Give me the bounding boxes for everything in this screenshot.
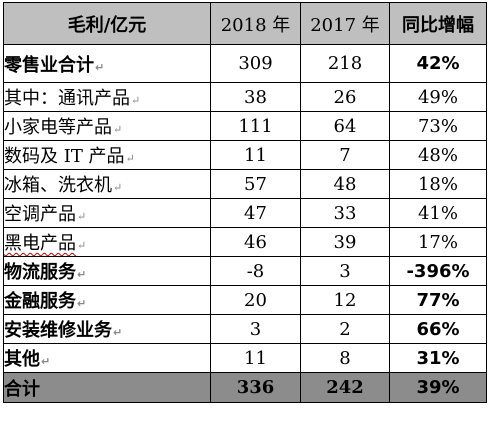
row-label: 安装维修业务 [4, 320, 112, 341]
value-yoy: 18% [389, 169, 487, 199]
table-row: 其中：通讯产品↵ 38 26 49% [3, 82, 487, 112]
value-yoy: 66% [389, 314, 487, 344]
total-2018: 336 [210, 372, 301, 403]
value-yoy: 49% [389, 82, 487, 112]
value-2017: 33 [300, 198, 390, 228]
return-mark-icon: ↵ [77, 268, 87, 281]
header-row: 毛利/亿元 2018 年 2017 年 同比增幅 [3, 2, 487, 45]
header-2018: 2018 年 [210, 2, 301, 45]
total-row: 合计 336 242 39% [3, 372, 487, 403]
value-2018: 20 [210, 285, 301, 315]
table-row: 零售业合计↵ 309 218 42% [3, 44, 487, 83]
value-2018: 309 [210, 44, 301, 83]
total-yoy: 39% [389, 372, 487, 403]
return-mark-icon: ↵ [125, 152, 135, 165]
row-label: 冰箱、洗衣机 [4, 175, 112, 196]
value-yoy: 41% [389, 198, 487, 228]
value-2017: 218 [300, 44, 390, 83]
value-yoy: 73% [389, 111, 487, 141]
total-2017: 242 [300, 372, 390, 403]
return-mark-icon: ↵ [77, 297, 87, 310]
value-2018: -8 [210, 256, 301, 286]
value-2017: 39 [300, 227, 390, 257]
return-mark-icon: ↵ [95, 60, 105, 74]
value-2018: 3 [210, 314, 301, 344]
total-label: 合计 [3, 372, 211, 403]
row-label: 数码及 IT 产品 [4, 146, 125, 167]
value-2018: 47 [210, 198, 301, 228]
header-yoy: 同比增幅 [389, 2, 487, 45]
row-label: 零售业合计 [4, 54, 94, 76]
table-row: 安装维修业务↵ 3 2 66% [3, 314, 487, 344]
value-yoy: 42% [389, 44, 487, 83]
value-2018: 11 [210, 140, 301, 170]
return-mark-icon: ↵ [131, 94, 141, 107]
value-yoy: 48% [389, 140, 487, 170]
row-label: 空调产品 [4, 204, 76, 225]
value-2017: 3 [300, 256, 390, 286]
value-yoy: -396% [389, 256, 487, 286]
value-2018: 111 [210, 111, 301, 141]
row-label: 黑电产品 [4, 233, 76, 254]
value-2018: 38 [210, 82, 301, 112]
row-label: 其他 [4, 349, 40, 370]
return-mark-icon: ↵ [77, 210, 87, 223]
return-mark-icon: ↵ [113, 181, 123, 194]
value-2017: 12 [300, 285, 390, 315]
value-yoy: 17% [389, 227, 487, 257]
value-2017: 8 [300, 343, 390, 373]
value-2018: 57 [210, 169, 301, 199]
return-mark-icon: ↵ [77, 239, 87, 252]
row-label: 小家电等产品 [4, 117, 112, 138]
table-row: 空调产品↵ 47 33 41% [3, 198, 487, 228]
row-label: 其中：通讯产品 [4, 88, 130, 109]
value-2017: 64 [300, 111, 390, 141]
table-row: 其他↵ 11 8 31% [3, 343, 487, 373]
value-2017: 26 [300, 82, 390, 112]
return-mark-icon: ↵ [113, 123, 123, 136]
value-2018: 46 [210, 227, 301, 257]
row-label: 金融服务 [4, 291, 76, 312]
table-row: 小家电等产品↵ 111 64 73% [3, 111, 487, 141]
value-2017: 2 [300, 314, 390, 344]
gross-profit-table: 毛利/亿元 2018 年 2017 年 同比增幅 零售业合计↵ 309 218 … [3, 2, 487, 403]
value-yoy: 31% [389, 343, 487, 373]
value-yoy: 77% [389, 285, 487, 315]
header-label: 毛利/亿元 [3, 2, 211, 45]
return-mark-icon: ↵ [113, 326, 123, 339]
table-row: 黑电产品↵ 46 39 17% [3, 227, 487, 257]
table-row: 数码及 IT 产品↵ 11 7 48% [3, 140, 487, 170]
value-2017: 48 [300, 169, 390, 199]
header-2017: 2017 年 [300, 2, 390, 45]
value-2017: 7 [300, 140, 390, 170]
value-2018: 11 [210, 343, 301, 373]
table-row: 冰箱、洗衣机↵ 57 48 18% [3, 169, 487, 199]
return-mark-icon: ↵ [41, 355, 51, 368]
table-row: 金融服务↵ 20 12 77% [3, 285, 487, 315]
row-label: 物流服务 [4, 262, 76, 283]
table-row: 物流服务↵ -8 3 -396% [3, 256, 487, 286]
